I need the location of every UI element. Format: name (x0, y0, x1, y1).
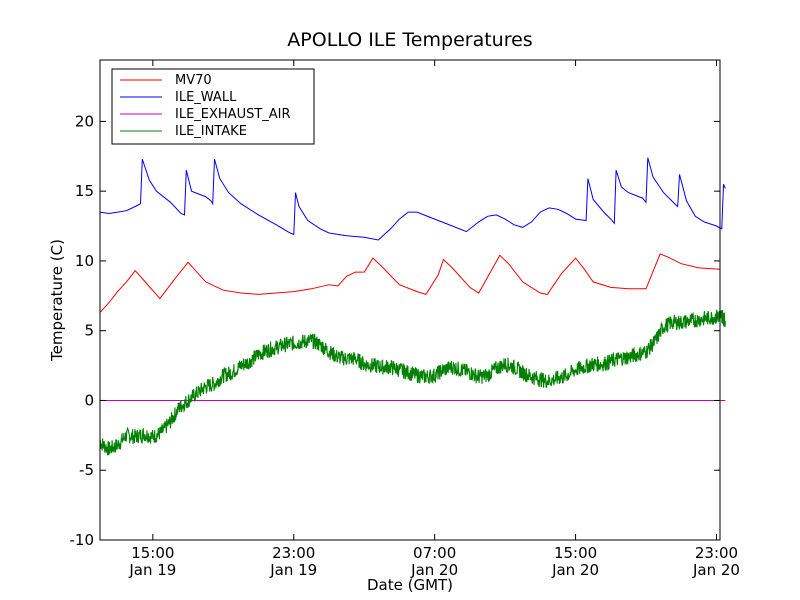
y-tick-label: 10 (75, 252, 94, 270)
x-axis-label: Date (GMT) (367, 576, 453, 594)
y-axis-label: Temperature (C) (48, 239, 66, 362)
legend-label: ILE_EXHAUST_AIR (175, 107, 291, 122)
y-tick-label: 20 (75, 112, 94, 130)
legend: MV70 ILE_WALL ILE_EXHAUST_AIR ILE_INTAKE (111, 68, 315, 145)
x-tick-label-time: 23:00 (272, 544, 315, 562)
series-line-ile-intake (99, 309, 726, 456)
series-line-mv70 (99, 253, 721, 313)
y-tick-label: 0 (84, 391, 94, 409)
legend-label: MV70 (175, 73, 212, 88)
x-tick-label-time: 23:00 (695, 544, 738, 562)
plot-frame (99, 59, 721, 541)
x-tick-label-time: 15:00 (131, 544, 174, 562)
x-tick-label-date: Jan 19 (128, 561, 176, 579)
x-tick-label-date: Jan 20 (551, 561, 599, 579)
x-tick-label-date: Jan 19 (269, 561, 317, 579)
x-tick-label-date: Jan 20 (692, 561, 740, 579)
x-tick-label-time: 07:00 (413, 544, 456, 562)
plot-area (99, 157, 726, 456)
legend-label: ILE_INTAKE (175, 124, 247, 139)
legend-label: ILE_WALL (175, 90, 237, 105)
x-tick-label-date: Jan 20 (410, 561, 458, 579)
series-line-ile-wall (99, 157, 726, 241)
y-tick-label: -5 (79, 461, 94, 479)
x-tick-label-time: 15:00 (554, 544, 597, 562)
y-tick-label: 15 (75, 182, 94, 200)
y-tick-label: 5 (84, 322, 94, 340)
y-tick-label: -10 (70, 531, 95, 549)
chart-title: APOLLO ILE Temperatures (287, 29, 532, 51)
